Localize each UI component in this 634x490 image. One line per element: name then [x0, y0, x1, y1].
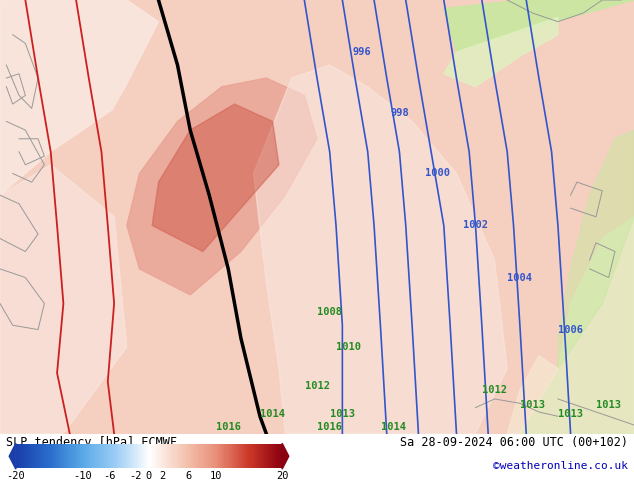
Text: 1013: 1013: [520, 400, 545, 411]
Text: -6: -6: [103, 471, 115, 481]
Polygon shape: [152, 104, 279, 251]
Text: -10: -10: [73, 471, 92, 481]
Polygon shape: [444, 17, 558, 87]
Text: 2: 2: [159, 471, 165, 481]
Text: 1016: 1016: [317, 422, 342, 432]
Polygon shape: [0, 0, 158, 195]
Text: 1014: 1014: [380, 422, 406, 432]
Text: 996: 996: [352, 47, 371, 57]
Text: 1013: 1013: [596, 400, 621, 411]
Text: 1014: 1014: [260, 409, 285, 419]
Text: ©weatheronline.co.uk: ©weatheronline.co.uk: [493, 461, 628, 471]
Polygon shape: [520, 217, 634, 434]
Text: 10: 10: [209, 471, 222, 481]
Text: 1012: 1012: [482, 385, 507, 395]
Text: 1013: 1013: [330, 409, 355, 419]
Text: Sa 28-09-2024 06:00 UTC (00+102): Sa 28-09-2024 06:00 UTC (00+102): [399, 437, 628, 449]
Polygon shape: [282, 443, 288, 469]
Text: 998: 998: [390, 108, 409, 118]
Polygon shape: [63, 87, 266, 434]
Text: 0: 0: [146, 471, 152, 481]
Text: 1008: 1008: [317, 307, 342, 317]
Text: 1016: 1016: [216, 422, 241, 432]
Text: 1000: 1000: [425, 169, 450, 178]
Text: 6: 6: [186, 471, 192, 481]
Polygon shape: [507, 356, 558, 434]
Text: -2: -2: [129, 471, 142, 481]
Text: 1010: 1010: [336, 342, 361, 352]
Polygon shape: [558, 130, 634, 368]
Text: SLP tendency [hPa] ECMWF: SLP tendency [hPa] ECMWF: [6, 437, 178, 449]
Text: 1002: 1002: [463, 220, 488, 230]
Polygon shape: [0, 165, 127, 434]
Polygon shape: [444, 0, 634, 52]
Text: -20: -20: [6, 471, 25, 481]
Text: 1006: 1006: [558, 324, 583, 335]
Text: 1013: 1013: [558, 409, 583, 419]
Polygon shape: [10, 443, 16, 469]
Text: 1012: 1012: [304, 381, 330, 391]
Polygon shape: [127, 78, 317, 295]
Text: 20: 20: [276, 471, 288, 481]
Polygon shape: [254, 65, 507, 434]
Text: 1004: 1004: [507, 272, 533, 283]
